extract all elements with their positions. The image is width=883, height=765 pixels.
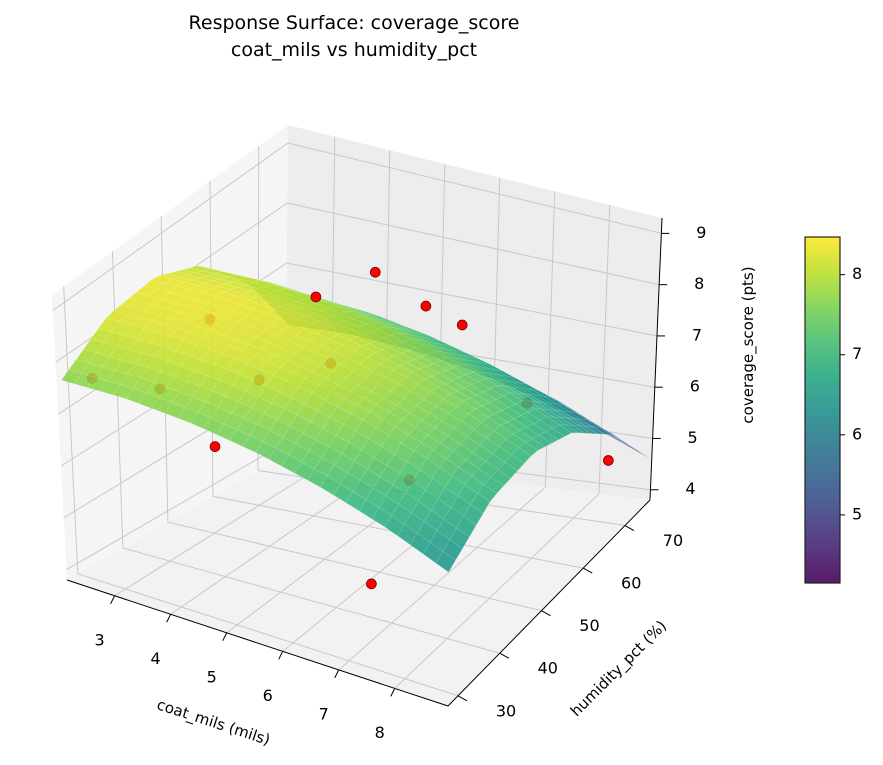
y-tick <box>582 567 593 574</box>
gridline-y <box>111 251 124 548</box>
surface-patch <box>565 424 586 434</box>
colorbar <box>804 236 841 584</box>
y-tick-label: 50 <box>579 616 599 635</box>
z-axis-label: coverage_score (pts) <box>739 266 758 423</box>
surface-patch <box>483 476 505 494</box>
data-point <box>603 455 614 466</box>
gridline-z <box>52 142 289 311</box>
y-tick-label: 70 <box>663 531 683 550</box>
surface-patch <box>611 434 631 446</box>
gridline-x <box>338 486 546 671</box>
x-tick-label: 8 <box>375 723 385 742</box>
gridline-y <box>77 573 459 697</box>
gridline-x <box>394 493 600 689</box>
x-tick-label: 7 <box>319 704 329 723</box>
y-tick <box>541 610 551 617</box>
chart-title: Response Surface: coverage_score <box>188 12 520 34</box>
z-tick-label: 5 <box>688 428 698 447</box>
x-tick <box>110 595 116 604</box>
surface-patch <box>579 425 599 435</box>
data-point <box>456 319 468 331</box>
z-tick-label: 6 <box>690 377 700 396</box>
x-axis-label: coat_mils (mils) <box>154 695 272 750</box>
data-point <box>209 441 221 452</box>
gridline-x <box>114 460 331 597</box>
surface-patch <box>490 469 511 487</box>
surface-patch <box>504 454 525 472</box>
y-tick-label: 30 <box>496 701 516 720</box>
x-axis-line <box>66 579 449 707</box>
data-point <box>310 291 322 303</box>
y-tick <box>499 652 509 659</box>
gridline-x <box>598 204 611 494</box>
data-point <box>369 266 381 278</box>
y-tick-label: 60 <box>621 574 641 593</box>
gridline-z <box>66 442 286 571</box>
surface-patch <box>571 425 593 434</box>
x-tick <box>222 632 228 642</box>
y-axis-line <box>447 499 651 707</box>
gridline-y <box>63 286 79 574</box>
gridline-z <box>286 262 658 337</box>
surface-patch <box>463 504 484 526</box>
y-tick-label: 40 <box>538 659 558 678</box>
surface-patch <box>435 551 456 573</box>
x-tick <box>166 614 172 623</box>
z-tick-label: 8 <box>694 274 704 293</box>
z-tick-label: 7 <box>692 325 702 344</box>
surface-patch <box>545 428 566 441</box>
x-tick-label: 4 <box>151 649 161 668</box>
x-tick-label: 5 <box>207 667 217 686</box>
gridline-z <box>287 202 660 286</box>
points-above-surface <box>310 266 468 331</box>
surface-patch <box>558 424 580 434</box>
x-tick-label: 6 <box>263 686 273 705</box>
x-tick <box>278 651 284 660</box>
surface-patch <box>624 442 643 455</box>
x-tick <box>390 688 396 697</box>
gridline-y <box>122 547 500 654</box>
x-tick-label: 3 <box>95 630 105 649</box>
surface <box>60 265 650 573</box>
colorbar-tick-label: 5 <box>852 504 862 523</box>
y-tick <box>624 525 635 531</box>
z-tick-label: 4 <box>685 479 695 498</box>
gridline-y <box>167 521 542 612</box>
colorbar-tick-label: 8 <box>852 264 862 283</box>
colorbar-ticks: 5 6 7 8 <box>840 264 862 523</box>
floor-pane <box>67 455 650 706</box>
chart-subtitle: coat_mils vs humidity_pct <box>230 39 478 61</box>
surface-patch <box>497 462 518 479</box>
x-tick <box>334 669 340 679</box>
axes-panes <box>52 125 662 706</box>
axes-lines <box>66 217 663 707</box>
colorbar-tick-label: 7 <box>852 344 862 363</box>
tick-labels: 3 4 5 6 7 8 30 40 50 60 70 4 5 6 7 8 9 <box>95 223 707 742</box>
surface-patch <box>630 446 650 459</box>
y-tick <box>457 695 468 702</box>
data-point <box>420 300 432 312</box>
z-tick-label: 9 <box>696 223 706 242</box>
data-point <box>366 578 377 590</box>
z-axis-line <box>649 217 663 501</box>
gridline-z <box>287 142 662 234</box>
colorbar-tick-label: 6 <box>852 424 862 443</box>
